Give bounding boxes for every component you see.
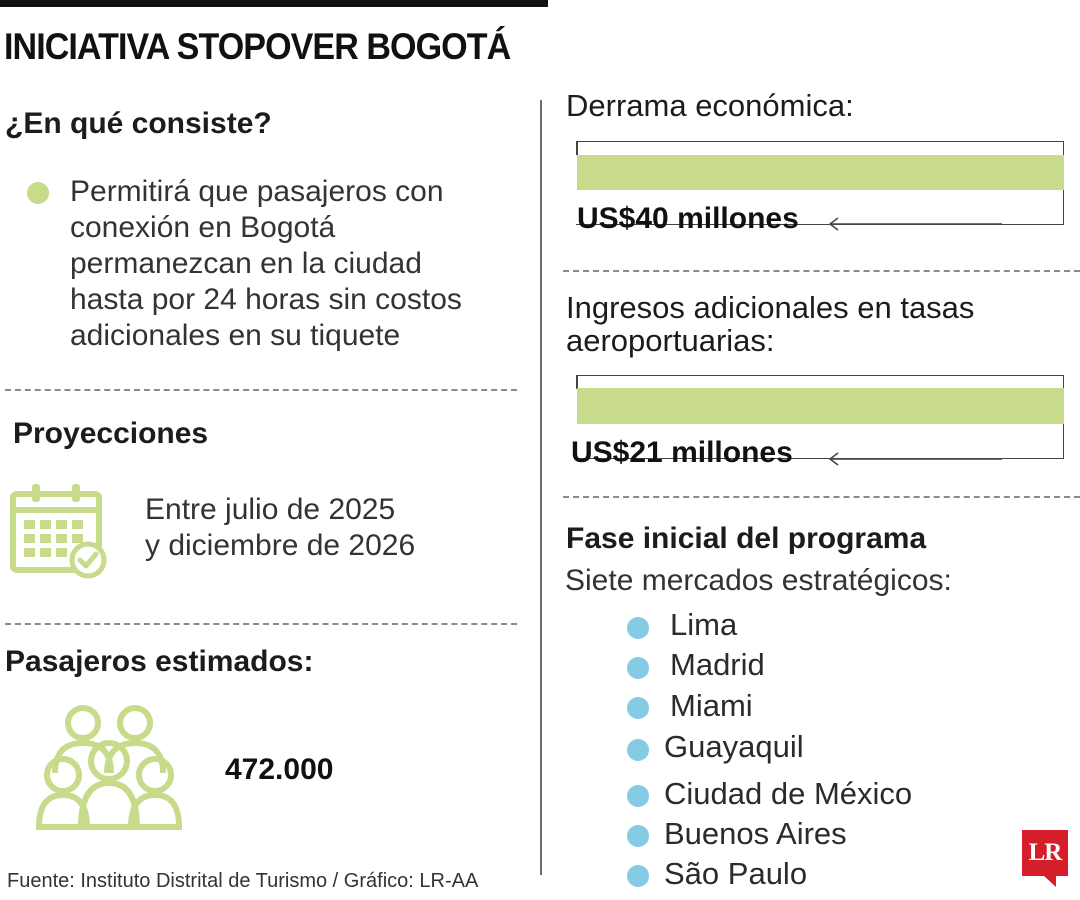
market-item: Miami — [670, 688, 753, 723]
description-line: adicionales en su tiquete — [70, 319, 401, 352]
bullet-dot — [27, 182, 49, 204]
ingresos-heading: Ingresos adicionales en tasas aeroportua… — [566, 291, 974, 357]
market-dot — [627, 657, 649, 679]
ingresos-bar-fill — [577, 388, 1064, 424]
source-credit: Fuente: Instituto Distrital de Turismo /… — [7, 870, 479, 892]
market-dot — [627, 865, 649, 887]
section-divider — [563, 270, 1080, 272]
market-dot — [627, 617, 649, 639]
description-line: hasta por 24 horas sin costos — [70, 283, 462, 316]
description-line: Permitirá que pasajeros con — [70, 175, 444, 208]
market-item: Ciudad de México — [664, 776, 913, 811]
market-item: Madrid — [670, 647, 765, 682]
market-dot — [627, 697, 649, 719]
market-item: Buenos Aires — [664, 816, 847, 851]
market-dot — [627, 825, 649, 847]
top-rule — [0, 0, 548, 7]
consiste-description: Permitirá que pasajeros con conexión en … — [70, 174, 462, 354]
fase-heading: Fase inicial del programa — [566, 522, 927, 555]
ingresos-heading-line: aeroportuarias: — [566, 323, 775, 358]
section-divider — [563, 496, 1080, 498]
ingresos-value: US$21 millones — [571, 436, 793, 469]
derrama-value: US$40 millones — [577, 202, 799, 235]
consiste-heading: ¿En qué consiste? — [5, 107, 272, 140]
proyecciones-heading: Proyecciones — [13, 417, 209, 450]
calendar-check-icon — [10, 484, 107, 579]
section-divider — [5, 623, 517, 625]
section-divider — [5, 389, 517, 391]
pasajeros-heading: Pasajeros estimados: — [5, 645, 314, 678]
fase-subheading: Siete mercados estratégicos: — [565, 564, 952, 597]
ingresos-heading-line: Ingresos adicionales en tasas — [566, 290, 975, 325]
period-line: y diciembre de 2026 — [145, 529, 416, 562]
column-divider — [540, 100, 542, 875]
bar-tick — [576, 141, 578, 155]
description-line: conexión en Bogotá — [70, 211, 336, 244]
pasajeros-value: 472.000 — [225, 753, 334, 786]
arrow-left-icon — [828, 217, 1002, 231]
market-item: São Paulo — [664, 856, 808, 891]
market-item: Guayaquil — [664, 729, 804, 764]
market-dot — [627, 739, 649, 761]
description-line: permanezcan en la ciudad — [70, 247, 422, 280]
bar-tick — [576, 375, 578, 389]
people-group-icon — [35, 705, 183, 830]
proyecciones-period: Entre julio de 2025 y diciembre de 2026 — [145, 492, 415, 564]
market-item: Lima — [670, 607, 738, 642]
market-dot — [627, 785, 649, 807]
derrama-bar-fill — [577, 155, 1064, 190]
lr-logo: LR — [1022, 830, 1068, 876]
arrow-left-icon — [828, 452, 1002, 466]
period-line: Entre julio de 2025 — [145, 493, 396, 526]
page-title: INICIATIVA STOPOVER BOGOTÁ — [4, 26, 511, 67]
lr-logo-tail — [1044, 876, 1056, 887]
derrama-heading: Derrama económica: — [566, 88, 854, 123]
